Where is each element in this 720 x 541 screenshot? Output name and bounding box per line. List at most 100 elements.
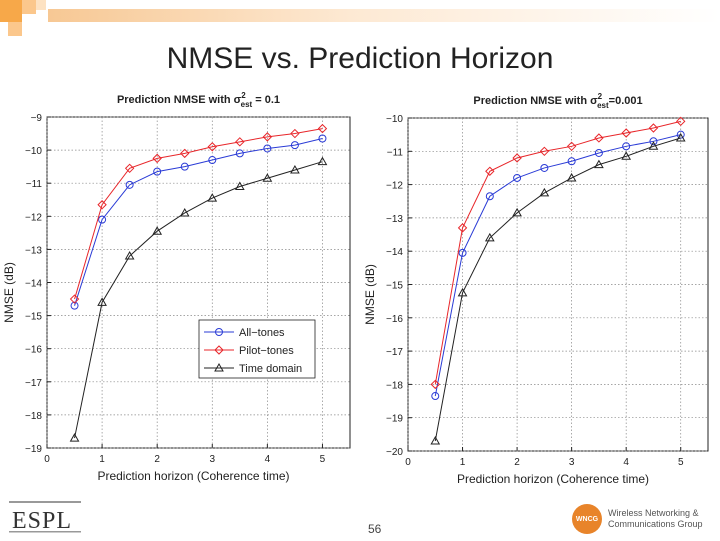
data-point-diamond	[539, 146, 550, 157]
x-axis-label: Prediction horizon (Coherence time)	[97, 469, 289, 483]
data-point-circle	[98, 215, 107, 224]
legend-marker-circle	[215, 328, 223, 336]
corner-square-1	[0, 0, 22, 22]
series-line-diamond	[434, 120, 681, 385]
data-point-triangle	[234, 181, 245, 191]
data-point-triangle	[97, 297, 107, 306]
data-point-diamond	[512, 153, 522, 163]
y-tick-label: −10	[25, 146, 42, 157]
data-point-triangle	[262, 173, 273, 182]
chart-title: Prediction NMSE with σ2 est=0.001	[473, 92, 642, 110]
data-point-circle	[290, 141, 299, 150]
y-tick-label: −11	[387, 147, 404, 158]
y-tick-label: −10	[386, 114, 403, 125]
x-tick-label: 5	[320, 454, 326, 465]
data-point-triangle	[621, 151, 632, 160]
x-tick-label: 1	[460, 457, 466, 468]
y-tick-label: −18	[386, 380, 403, 391]
y-tick-label: −19	[386, 414, 403, 425]
data-point-circle	[622, 142, 631, 151]
wncg-name: Wireless Networking & Communications Gro…	[608, 508, 703, 530]
data-point-circle	[458, 248, 467, 257]
y-tick-label: −15	[25, 312, 42, 323]
legend-label: All−tones	[239, 327, 285, 339]
data-point-diamond	[152, 153, 162, 164]
chart-title: Prediction NMSE with σ2 est = 0.1	[117, 91, 280, 109]
x-tick-label: 2	[514, 457, 520, 468]
header-gradient-bar	[48, 9, 720, 22]
data-point-diamond	[317, 123, 328, 134]
x-tick-label: 0	[405, 457, 411, 468]
x-tick-label: 3	[569, 457, 575, 468]
data-point-diamond	[676, 116, 686, 127]
data-point-circle	[70, 301, 79, 310]
data-point-circle	[540, 163, 549, 172]
y-tick-label: −16	[386, 314, 403, 325]
y-axis-label: NMSE (dB)	[2, 262, 16, 323]
data-point-circle	[125, 180, 134, 189]
y-tick-label: −17	[25, 378, 42, 389]
wncg-logo: WNCG Wireless Networking & Communication…	[572, 504, 718, 536]
data-point-diamond	[430, 379, 440, 390]
data-point-diamond	[290, 128, 300, 139]
y-tick-label: −12	[25, 212, 42, 223]
data-point-triangle	[457, 287, 468, 297]
data-point-triangle	[594, 159, 604, 169]
data-point-circle	[594, 148, 603, 157]
data-point-triangle	[207, 193, 218, 202]
data-point-triangle	[290, 164, 300, 174]
data-point-circle	[513, 173, 522, 182]
y-tick-label: −17	[386, 347, 403, 358]
corner-square-2	[22, 0, 36, 14]
y-tick-label: −15	[386, 281, 403, 292]
data-point-triangle	[152, 226, 163, 235]
wncg-badge: WNCG	[572, 504, 602, 534]
x-tick-label: 2	[154, 454, 160, 465]
series-line-triangle	[74, 161, 323, 439]
y-tick-label: −14	[25, 279, 42, 290]
data-point-circle	[318, 134, 327, 143]
data-point-triangle	[317, 156, 328, 166]
data-point-diamond	[621, 128, 631, 138]
x-tick-label: 4	[623, 457, 629, 468]
wncg-line-1: Wireless Networking &	[608, 508, 699, 518]
series-line-circle	[434, 134, 681, 397]
legend-label: Time domain	[239, 363, 302, 375]
y-tick-label: −9	[31, 113, 43, 124]
y-tick-label: −14	[386, 247, 403, 258]
data-point-diamond	[69, 294, 80, 304]
y-tick-label: −11	[26, 179, 43, 190]
data-point-diamond	[566, 141, 577, 152]
data-point-diamond	[97, 200, 107, 210]
wncg-line-2: Communications Group	[608, 519, 703, 529]
data-point-triangle	[539, 187, 550, 197]
y-tick-label: −20	[386, 447, 403, 458]
chart-2: 0 1 2 3 4 5 −10 −11 −12 −13 −14 −15 −16 −17 −18 −19 −20 P…	[363, 92, 709, 486]
data-point-diamond	[262, 132, 273, 142]
x-tick-label: 0	[44, 454, 50, 465]
chart-1: 0 1 2 3 4 5 −9 −10 −11 −12 −13 −14 −15 −16 −17 −18 −19 Pr…	[2, 91, 351, 483]
data-point-diamond	[594, 133, 604, 143]
data-point-diamond	[485, 166, 495, 176]
svg-text:ESPL: ESPL	[12, 508, 72, 534]
data-point-circle	[649, 137, 658, 146]
y-tick-label: −13	[25, 245, 42, 256]
y-tick-label: −13	[386, 214, 403, 225]
data-point-circle	[485, 192, 494, 201]
data-point-diamond	[235, 137, 245, 147]
espl-logo: ESPL	[8, 498, 84, 536]
data-point-diamond	[207, 142, 217, 152]
corner-square-4	[36, 0, 46, 10]
y-tick-label: −18	[25, 411, 42, 422]
y-tick-label: −16	[25, 345, 42, 356]
x-tick-label: 1	[99, 454, 105, 465]
x-tick-label: 4	[265, 454, 271, 465]
data-point-triangle	[430, 436, 441, 445]
data-point-diamond	[457, 223, 468, 233]
y-axis-label: NMSE (dB)	[363, 264, 377, 325]
data-point-circle	[431, 392, 440, 401]
data-point-triangle	[566, 172, 577, 182]
data-point-diamond	[648, 123, 659, 133]
data-point-circle	[208, 156, 217, 165]
